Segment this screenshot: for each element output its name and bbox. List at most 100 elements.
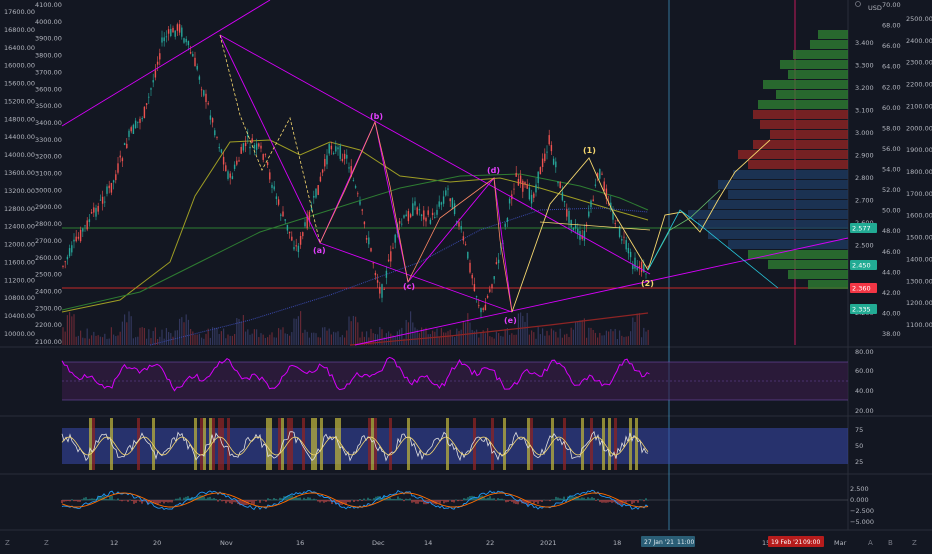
macd-hist-bar (629, 500, 630, 501)
candle-body (615, 223, 616, 224)
volume-bar (348, 316, 349, 345)
footer-b-icon[interactable]: B (888, 539, 893, 547)
volume-bar (626, 337, 627, 345)
candle-body (271, 185, 272, 188)
volume-bar (254, 329, 255, 345)
macd-hist-bar (553, 499, 554, 500)
price-badge-label: 2.360 (852, 285, 871, 293)
stoch-band (203, 418, 206, 470)
time-axis-tick: Nov (220, 539, 233, 547)
macd-hist-bar (161, 500, 162, 502)
footer-z-icon-1[interactable]: Z (5, 539, 10, 547)
candle-body (571, 220, 572, 227)
volume-bar (423, 329, 424, 345)
right-axis-tertiary[interactable]: 2500.002400.002300.002200.002100.002000.… (906, 15, 932, 329)
left-axis-tick: 12000.00 (4, 241, 35, 249)
macd-hist-bar (347, 500, 348, 502)
volume-bar (458, 331, 459, 345)
macd-hist-bar (127, 500, 128, 502)
volume-bar (201, 338, 202, 345)
volume-bar (258, 337, 259, 345)
macd-hist-bar (183, 498, 184, 501)
macd-hist-bar (451, 500, 452, 502)
macd-hist-bar (585, 499, 586, 500)
right-axis-2-tick: 58.00 (882, 124, 901, 132)
volume-profile-row (808, 280, 848, 289)
candle-body (258, 143, 259, 146)
macd-hist-bar (69, 500, 70, 501)
candle-body (161, 37, 162, 42)
macd-hist-bar (591, 497, 592, 500)
candle-body (491, 284, 492, 288)
volume-bar (190, 329, 191, 345)
candle-body (553, 159, 554, 165)
left-axis-2-tick: 2300.00 (35, 304, 62, 312)
price-badge-label: 2.335 (852, 306, 871, 314)
macd-axis-tick: 0.000 (850, 496, 869, 504)
volume-bar (467, 313, 468, 345)
left-axis-2-tick: 2400.00 (35, 287, 62, 295)
left-axis-2-tick: 3900.00 (35, 35, 62, 43)
stoch-band (581, 418, 584, 470)
candle-body (219, 147, 220, 148)
right-axis-2-tick: 64.00 (882, 63, 901, 71)
candle-body (432, 213, 433, 215)
volume-bar (91, 335, 92, 345)
footer-z-icon-3[interactable]: Z (912, 539, 917, 547)
macd-hist-bar (167, 500, 168, 503)
macd-hist-bar (501, 499, 502, 501)
candle-body (289, 232, 290, 233)
candle-body (287, 225, 288, 231)
left-price-axis-2[interactable]: 4100.004000.003900.003800.003700.003600.… (35, 1, 62, 346)
macd-hist-bar (369, 499, 370, 500)
footer-a-icon[interactable]: A (868, 539, 873, 547)
candle-body (417, 207, 418, 214)
volume-bar (399, 330, 400, 345)
right-axis-3-tick: 1200.00 (906, 299, 932, 307)
volume-bar (260, 333, 261, 345)
volume-bar (590, 328, 591, 345)
right-axis-tick: 2.900 (855, 152, 874, 160)
footer-z-icon-2[interactable]: Z (44, 539, 49, 547)
volume-bar (595, 333, 596, 345)
macd-hist-bar (111, 496, 112, 500)
stoch-band (608, 418, 611, 470)
macd-hist-bar (301, 500, 302, 501)
left-axis-2-tick: 2500.00 (35, 271, 62, 279)
macd-axis-tick: −2.500 (850, 507, 874, 515)
candle-body (452, 198, 453, 209)
price-badge-label: 2.577 (852, 225, 871, 233)
volume-bar (181, 317, 182, 345)
candle-body (421, 215, 422, 216)
volume-profile-row (788, 70, 848, 79)
volume-bar (568, 337, 569, 345)
volume-bar (120, 332, 121, 345)
candle-body (353, 180, 354, 181)
macd-hist-bar (533, 500, 534, 504)
candle-body (263, 154, 264, 160)
candle-body (346, 155, 347, 159)
macd-hist-bar (253, 500, 254, 505)
candle-body (399, 221, 400, 224)
macd-hist-bar (165, 500, 166, 502)
candle-body (280, 215, 281, 216)
macd-hist-bar (411, 500, 412, 503)
candle-body (181, 28, 182, 37)
macd-hist-bar (535, 500, 536, 502)
macd-hist-bar (397, 496, 398, 500)
left-axis-tick: 17600.00 (4, 8, 35, 16)
left-axis-tick: 14400.00 (4, 133, 35, 141)
candle-body (406, 215, 407, 217)
macd-hist-bar (63, 500, 64, 502)
macd-hist-bar (503, 499, 504, 500)
right-axis-tick: 3.200 (855, 84, 874, 92)
candle-body (155, 70, 156, 77)
macd-hist-bar (401, 499, 402, 500)
volume-bar (335, 332, 336, 345)
macd-hist-bar (625, 500, 626, 503)
macd-hist-bar (453, 500, 454, 502)
macd-hist-bar (373, 498, 374, 500)
right-axis-3-tick: 1300.00 (906, 277, 932, 285)
volume-bar (456, 329, 457, 345)
